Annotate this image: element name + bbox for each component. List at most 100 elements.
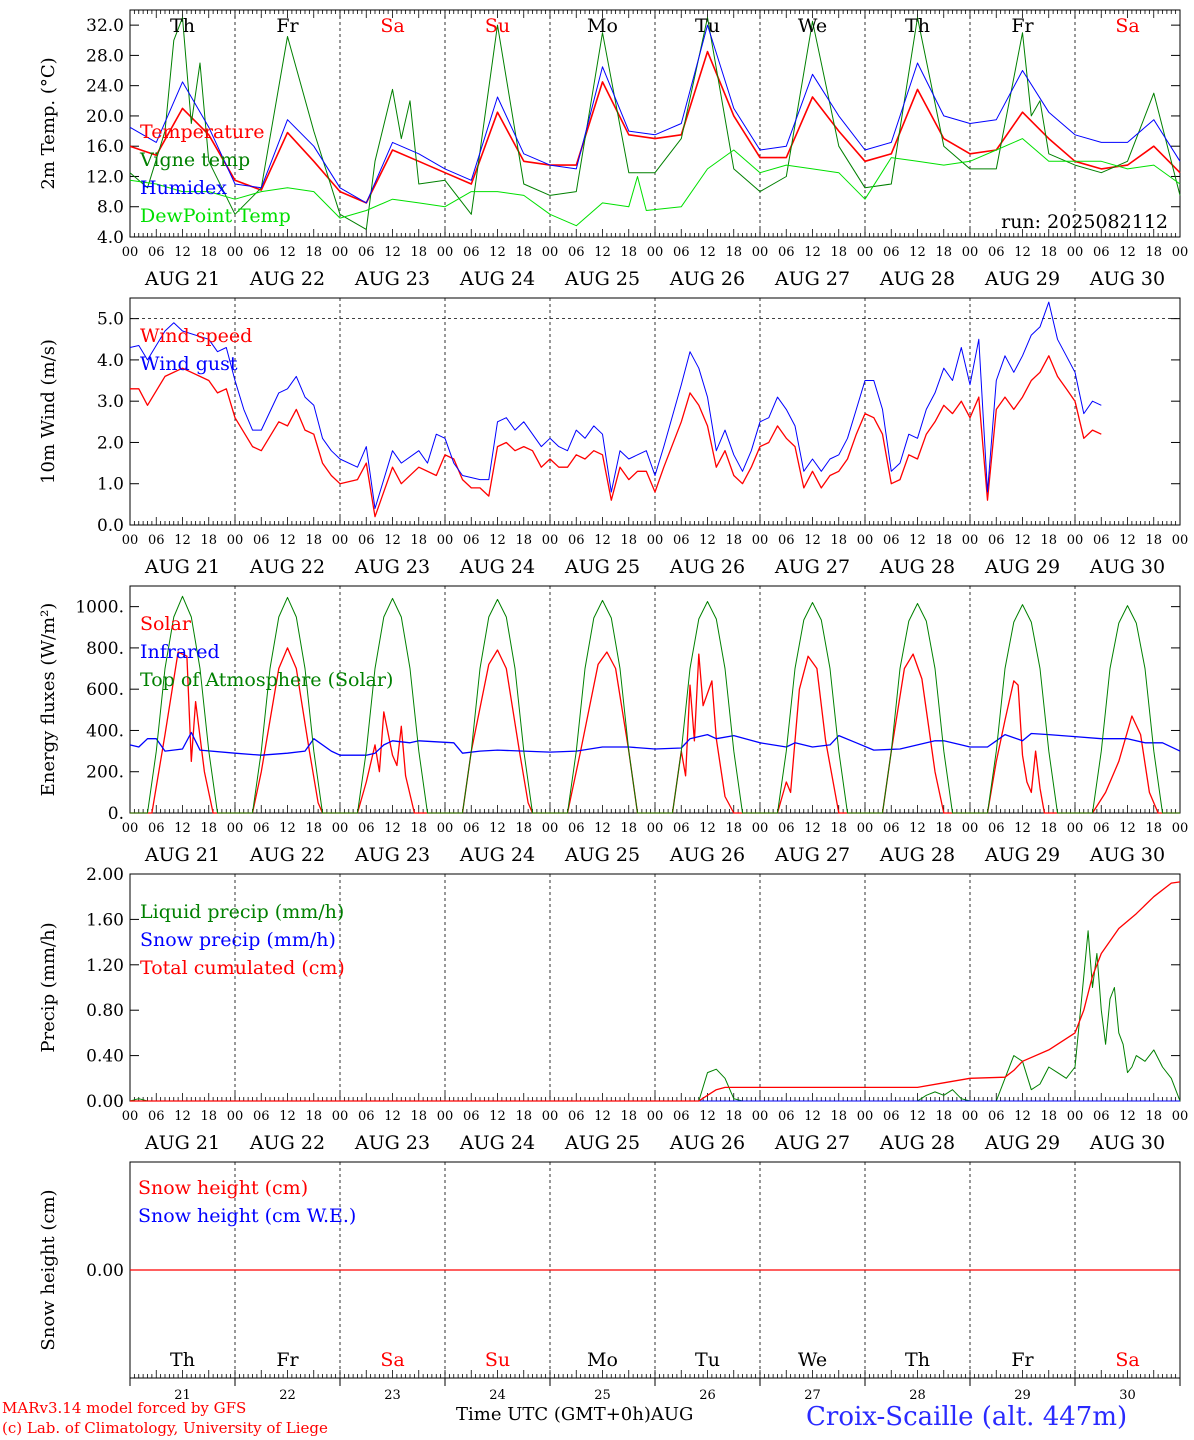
- date-label: AUG 28: [879, 1132, 955, 1154]
- legend-entry: Snow precip (mm/h): [140, 929, 336, 951]
- day-name-bottom: Su: [485, 1349, 510, 1371]
- hour-label: 12: [594, 245, 611, 260]
- day-name: We: [798, 15, 827, 37]
- date-label: AUG 21: [144, 1132, 220, 1154]
- hour-label: 18: [305, 245, 322, 260]
- date-label: AUG 30: [1089, 556, 1165, 578]
- y-axis-label: Precip (mm/h): [38, 922, 59, 1052]
- hour-label: 12: [489, 245, 506, 260]
- y-tick-label: 1000.: [75, 598, 124, 618]
- hour-label: 12: [909, 245, 926, 260]
- hour-label: 00: [542, 821, 559, 836]
- hour-label: 06: [463, 1109, 480, 1124]
- day-number: 25: [594, 1388, 611, 1403]
- hour-label: 06: [148, 245, 165, 260]
- date-label: AUG 23: [354, 844, 430, 866]
- day-name: Fr: [276, 15, 299, 37]
- hour-label: 18: [305, 821, 322, 836]
- date-label: AUG 24: [459, 1132, 535, 1154]
- hour-label: 12: [1119, 1109, 1136, 1124]
- hour-label: 06: [253, 821, 270, 836]
- series-line: [130, 355, 1102, 518]
- date-label: AUG 22: [249, 268, 325, 290]
- hour-label: 06: [253, 533, 270, 548]
- hour-label: 12: [909, 533, 926, 548]
- y-tick-label: 20.0: [86, 107, 124, 127]
- hour-label: 06: [673, 1109, 690, 1124]
- date-label: AUG 24: [459, 844, 535, 866]
- hour-label: 00: [857, 245, 874, 260]
- y-tick-label: 1.60: [86, 910, 124, 930]
- hour-label: 00: [332, 821, 349, 836]
- date-label: AUG 29: [984, 844, 1060, 866]
- hour-label: 00: [857, 533, 874, 548]
- hour-label: 12: [1014, 533, 1031, 548]
- hour-label: 12: [384, 245, 401, 260]
- day-number: 28: [909, 1388, 926, 1403]
- y-axis-label: 10m Wind (m/s): [38, 339, 59, 484]
- y-tick-label: 4.0: [97, 228, 124, 248]
- hour-label: 18: [410, 821, 427, 836]
- y-tick-label: 1.0: [97, 475, 124, 495]
- hour-label: 12: [1014, 245, 1031, 260]
- hour-label: 18: [725, 533, 742, 548]
- day-name: Th: [170, 15, 195, 37]
- hour-label: 00: [227, 245, 244, 260]
- hour-label: 06: [358, 1109, 375, 1124]
- hour-label: 12: [1014, 821, 1031, 836]
- day-name: Mo: [587, 15, 618, 37]
- day-number: 29: [1014, 1388, 1031, 1403]
- date-label: AUG 21: [144, 844, 220, 866]
- hour-label: 18: [725, 1109, 742, 1124]
- hour-label: 12: [909, 1109, 926, 1124]
- date-label: AUG 25: [564, 556, 640, 578]
- hour-label: 12: [174, 1109, 191, 1124]
- hour-label: 00: [752, 821, 769, 836]
- hour-label: 06: [148, 1109, 165, 1124]
- hour-label: 18: [1145, 1109, 1162, 1124]
- hour-label: 00: [962, 245, 979, 260]
- hour-label: 06: [883, 245, 900, 260]
- time-axis-title: Time UTC (GMT+0h)AUG: [456, 1404, 693, 1425]
- y-tick-label: 600.: [86, 680, 124, 700]
- hour-label: 18: [305, 1109, 322, 1124]
- hour-label: 18: [935, 245, 952, 260]
- hour-label: 06: [1093, 821, 1110, 836]
- hour-label: 12: [804, 245, 821, 260]
- hour-label: 00: [962, 1109, 979, 1124]
- legend-entry: DewPoint Temp: [140, 205, 291, 227]
- y-tick-label: 2.0: [97, 433, 124, 453]
- hour-label: 00: [332, 1109, 349, 1124]
- hour-label: 00: [1172, 533, 1189, 548]
- date-label: AUG 28: [879, 556, 955, 578]
- hour-label: 00: [1067, 821, 1084, 836]
- series-line: [130, 881, 1181, 1102]
- date-label: AUG 26: [669, 268, 745, 290]
- hour-label: 00: [122, 533, 139, 548]
- y-tick-label: 3.0: [97, 392, 124, 412]
- day-name-bottom: Th: [905, 1349, 930, 1371]
- hour-label: 18: [515, 245, 532, 260]
- legend-entry: Total cumulated (cm): [140, 957, 345, 979]
- hour-label: 00: [437, 1109, 454, 1124]
- hour-label: 18: [725, 245, 742, 260]
- hour-label: 06: [778, 533, 795, 548]
- hour-label: 18: [1145, 245, 1162, 260]
- date-label: AUG 25: [564, 844, 640, 866]
- day-name-bottom: Sa: [1115, 1349, 1139, 1371]
- hour-label: 00: [227, 821, 244, 836]
- day-name: Su: [485, 15, 510, 37]
- hour-label: 06: [358, 245, 375, 260]
- hour-label: 06: [988, 245, 1005, 260]
- hour-label: 06: [463, 821, 480, 836]
- day-number: 22: [279, 1388, 296, 1403]
- y-tick-label: 12.0: [86, 167, 124, 187]
- hour-label: 12: [279, 821, 296, 836]
- hour-label: 18: [200, 533, 217, 548]
- hour-label: 00: [1067, 245, 1084, 260]
- y-tick-label: 0.0: [97, 516, 124, 536]
- station-name: Croix-Scaille (alt. 447m): [806, 1402, 1128, 1432]
- series-line: [130, 595, 1180, 814]
- hour-label: 18: [1040, 1109, 1057, 1124]
- hour-label: 00: [542, 533, 559, 548]
